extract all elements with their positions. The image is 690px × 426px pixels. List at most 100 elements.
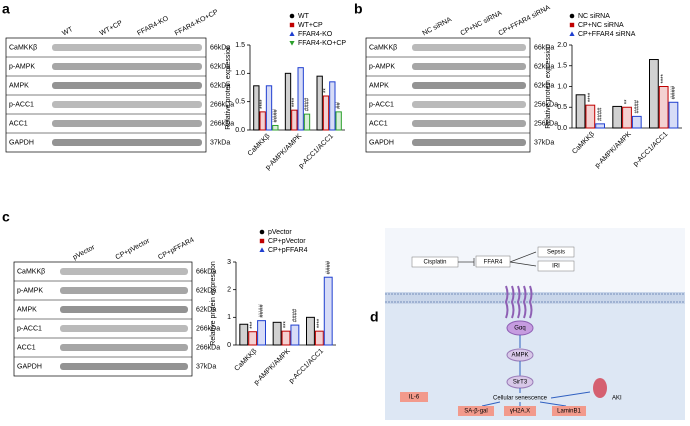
legend-label: CP+NC siRNA: [578, 22, 624, 29]
significance-label: ****: [260, 99, 266, 109]
bar: [253, 85, 260, 131]
bar: [595, 123, 606, 129]
bar: [631, 115, 642, 129]
lane-label: FFAR4-KO: [136, 15, 170, 38]
diagram: Cisplatin FFAR4 Sepsis IRI Gαq AMPK SirT…: [385, 228, 685, 420]
band: [60, 344, 188, 351]
bar: [291, 109, 298, 131]
bar: [239, 323, 249, 346]
size-label: 62kDa: [210, 82, 230, 89]
significance-label: ####: [671, 85, 677, 99]
size-label: 66kDa: [210, 44, 230, 51]
protein-label: GAPDH: [9, 139, 34, 146]
x-tick-label: CaMKKβ: [571, 131, 596, 156]
bar: [259, 111, 266, 131]
legend-symbol: [289, 41, 295, 46]
bar: [575, 94, 586, 129]
label: γH2A.X: [510, 409, 530, 415]
significance-label: ####: [326, 260, 332, 274]
size-label: 62kDa: [196, 287, 216, 294]
significance-label: ##: [336, 102, 342, 109]
legend-label: CP+pFFAR4: [268, 247, 308, 254]
band: [52, 139, 202, 146]
significance-label: **: [625, 99, 631, 104]
legend-label: WT: [298, 13, 310, 20]
x-tick-label: p-AMPK/AMPK: [253, 348, 292, 387]
bar: [314, 330, 324, 346]
receptor: [504, 285, 533, 319]
size-label: 37kDa: [196, 363, 216, 370]
connector: [509, 261, 537, 267]
band: [412, 44, 526, 51]
band: [52, 82, 202, 89]
size-label: 62kDa: [534, 82, 554, 89]
band: [412, 120, 526, 127]
x-tick-label: p-ACC1/ACC1: [288, 348, 325, 385]
band: [412, 82, 526, 89]
significance-label: ****: [588, 92, 594, 102]
significance-label: ****: [661, 73, 667, 83]
significance-label: **: [324, 88, 330, 93]
label: FFAR4: [484, 260, 503, 266]
size-label: 266kDa: [210, 101, 234, 108]
y-tick-label: 0.5: [557, 104, 567, 111]
label: SirT3: [513, 380, 528, 386]
y-tick-label: 1.0: [557, 83, 567, 90]
bar: [303, 113, 311, 131]
y-tick-label: 0.0: [557, 125, 567, 132]
label: IL-6: [409, 395, 420, 401]
label: SA-β-gal: [464, 409, 487, 415]
bar: [272, 321, 282, 346]
band: [52, 120, 202, 127]
protein-label: p-AMPK: [9, 63, 35, 70]
lane-label: CP+FFAR4 siRNA: [498, 4, 552, 37]
size-label: 266kDa: [210, 120, 234, 127]
bar: [306, 316, 315, 346]
band: [60, 287, 188, 294]
band: [60, 306, 188, 313]
bar: [335, 111, 342, 131]
x-tick-label: CaMKKβ: [247, 133, 272, 158]
significance-label: ####: [292, 308, 298, 322]
band: [52, 101, 202, 108]
legend-label: FFAR4-KO: [298, 31, 333, 38]
label: Cisplatin: [423, 260, 446, 266]
protein-label: CaMKKβ: [369, 44, 397, 51]
lane-label: WT+CP: [99, 19, 124, 37]
x-tick-label: CaMKKβ: [234, 348, 259, 373]
kidney: [593, 378, 607, 398]
size-label: 62kDa: [196, 306, 216, 313]
legend-symbol: [289, 22, 295, 28]
significance-label: ####: [634, 99, 640, 113]
box: [458, 406, 494, 416]
protein-label: AMPK: [369, 82, 389, 89]
box: [537, 246, 575, 258]
bar: [284, 72, 292, 131]
legend-symbol: [569, 22, 575, 28]
label: LaminB1: [557, 409, 581, 415]
bar: [622, 106, 632, 129]
significance-label: ****: [317, 318, 323, 328]
protein-label: ACC1: [9, 120, 28, 127]
band: [60, 268, 188, 275]
size-label: 37kDa: [210, 139, 230, 146]
legend-symbol: [289, 13, 295, 19]
label: IRI: [552, 264, 560, 270]
bar: [257, 320, 267, 346]
protein-label: AMPK: [9, 82, 29, 89]
lane-label: FFAR4-KO+CP: [174, 9, 220, 38]
y-tick-label: 2: [227, 287, 231, 294]
box: [475, 255, 511, 268]
protein-label: GAPDH: [369, 139, 394, 146]
bar: [649, 59, 659, 129]
protein-label: ACC1: [17, 344, 36, 351]
cytoplasm: [385, 304, 685, 420]
y-axis-label: Relative protein expression: [545, 44, 552, 129]
size-label: 256kDa: [534, 120, 558, 127]
size-label: 66kDa: [534, 44, 554, 51]
panel-label: c: [2, 209, 10, 225]
y-axis-label: Relative protein expression: [225, 45, 232, 130]
x-tick-label: p-ACC1/ACC1: [298, 133, 335, 170]
bar: [668, 101, 679, 129]
